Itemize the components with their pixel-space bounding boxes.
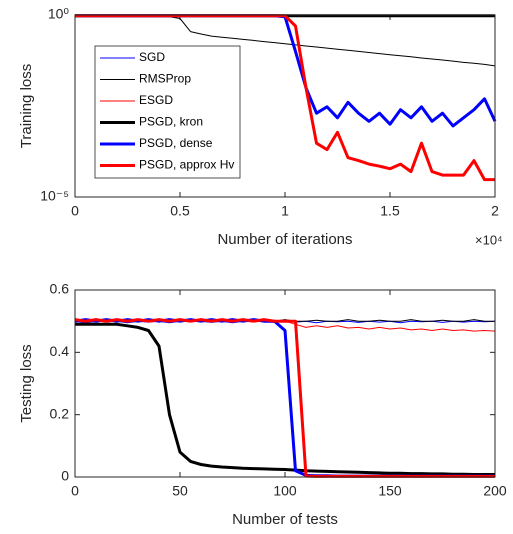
- y-tick-label: 10⁻⁵: [40, 188, 69, 204]
- legend-label: PSGD, approx Hv: [139, 158, 234, 172]
- legend-label: ESGD: [139, 93, 173, 107]
- legend-box: [94, 45, 241, 179]
- y-tick-label: 10⁰: [48, 6, 70, 22]
- axes-frame: [74, 289, 496, 478]
- axes-frame: [74, 14, 496, 198]
- legend-label: SGD: [139, 50, 165, 64]
- legend-label: PSGD, dense: [139, 136, 213, 150]
- x-tick-label: 100: [273, 483, 297, 499]
- x-tick-label: 200: [483, 483, 507, 499]
- subplot: 10⁰ 10⁻⁵0 0.5 1 1.5 2 Number of iterations Trai…: [18, 6, 503, 248]
- x-tick-label: 50: [172, 483, 188, 499]
- y-axis-label: Testing loss: [18, 344, 35, 422]
- series-line: [74, 318, 495, 478]
- legend: SGD RMSProp ESGD PSGD, kron PSGD, dense PSGD,…: [94, 45, 241, 179]
- plot-area: [75, 290, 495, 477]
- x-tick-label: 1.5: [380, 203, 400, 219]
- series-line: [75, 14, 495, 182]
- y-axis-label: Training loss: [18, 64, 35, 148]
- y-tick-label: 0.2: [50, 405, 70, 421]
- legend-label: RMSProp: [139, 72, 191, 86]
- x-axis-label: Number of tests: [232, 511, 338, 528]
- x-tick-label: 150: [378, 483, 402, 499]
- subplot: 0 0.2 0.4 0.6 0 50 100 150 200 Number of tests Tes…: [18, 281, 507, 528]
- x-axis-label: Number of iterations: [217, 231, 352, 248]
- x-tick-label: 0.5: [170, 203, 190, 219]
- y-tick-label: 0: [61, 468, 69, 484]
- series-line: [75, 322, 495, 476]
- y-tick-label: 0.6: [50, 281, 70, 297]
- x-tick-label: 1: [281, 203, 289, 219]
- legend-label: PSGD, kron: [139, 115, 203, 129]
- x-tick-label: 0: [71, 203, 79, 219]
- x-tick-label: 2: [491, 203, 499, 219]
- x-multiplier: ×10⁴: [475, 232, 503, 247]
- x-tick-label: 0: [71, 483, 79, 499]
- y-tick-label: 0.4: [50, 343, 70, 359]
